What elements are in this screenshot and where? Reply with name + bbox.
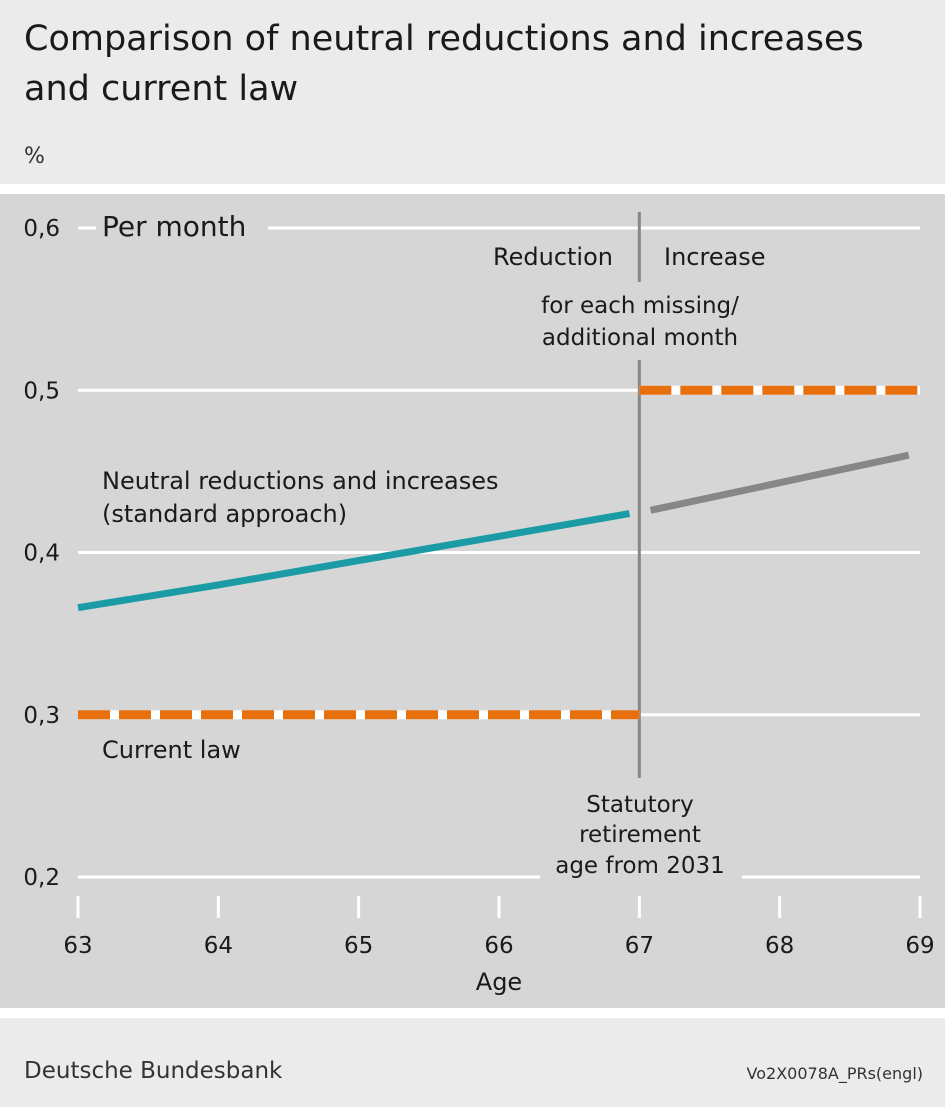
y-tick-label: 0,2 — [23, 865, 60, 891]
x-tick-label: 66 — [484, 933, 513, 959]
annotation-neutral-line1: Neutral reductions and increases — [102, 467, 499, 495]
annotation-statutory-line1: Statutory — [586, 792, 693, 818]
unit-label: % — [24, 144, 45, 169]
bottom-divider-band — [0, 1008, 945, 1018]
source-label: Deutsche Bundesbank — [24, 1058, 283, 1084]
annotation-statutory-line2: retirement — [579, 822, 701, 848]
plot-background — [0, 194, 945, 1008]
y-tick-label: 0,6 — [23, 216, 60, 242]
x-tick-label: 64 — [204, 933, 233, 959]
chart-title: Comparison of neutral reductions and inc… — [24, 19, 864, 109]
annotation-current-law: Current law — [102, 736, 241, 764]
y-tick-label: 0,5 — [23, 378, 60, 404]
x-tick-label: 65 — [344, 933, 373, 959]
annotation-statutory-line3: age from 2031 — [555, 853, 725, 879]
y-tick-label: 0,3 — [23, 703, 60, 729]
x-tick-label: 69 — [905, 933, 934, 959]
series-line — [77, 510, 631, 612]
x-tick-label: 67 — [625, 933, 654, 959]
series-line — [649, 451, 910, 514]
annotation-note-line1: for each missing/ — [541, 293, 739, 319]
chart-code-label: Vo2X0078A_PRs(engl) — [746, 1064, 923, 1083]
x-tick-label: 68 — [765, 933, 794, 959]
annotation-reduction: Reduction — [493, 243, 613, 271]
y-tick-label: 0,4 — [23, 541, 60, 567]
annotation-neutral-line2: (standard approach) — [102, 500, 347, 528]
top-divider-band — [0, 184, 945, 194]
annotation-note-line2: additional month — [542, 325, 738, 351]
x-tick-label: 63 — [63, 933, 92, 959]
x-axis-label: Age — [476, 968, 522, 996]
annotation-increase: Increase — [664, 243, 766, 271]
annotation-per-month: Per month — [102, 210, 246, 243]
